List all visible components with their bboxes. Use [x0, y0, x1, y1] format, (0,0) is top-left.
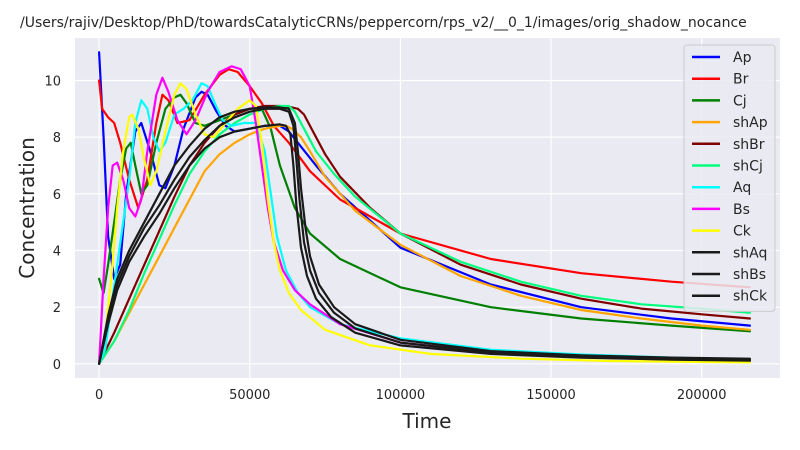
y-axis-label: Concentration	[15, 137, 39, 278]
legend-label-shAq: shAq	[733, 245, 767, 261]
y-tick-label: 0	[53, 358, 61, 373]
x-tick-label: 150000	[526, 388, 576, 403]
legend-label-shAp: shAp	[733, 115, 768, 131]
x-tick-labels: 0 50000 100000 150000 200000	[95, 388, 727, 403]
y-tick-label: 2	[53, 301, 61, 316]
y-tick-label: 4	[53, 245, 61, 260]
x-axis-label: Time	[402, 409, 452, 433]
legend-label-Bs: Bs	[733, 202, 750, 218]
y-tick-label: 10	[44, 75, 61, 90]
series-line-shAq	[98, 106, 751, 365]
series-layer	[98, 51, 751, 365]
series-line-Bs	[98, 65, 751, 365]
series-line-shCk	[98, 123, 751, 365]
legend-box	[683, 44, 776, 312]
legend-label-shCj: shCj	[733, 159, 763, 175]
legend-label-Ap: Ap	[733, 50, 752, 66]
y-tick-label: 8	[53, 131, 61, 146]
legend: Ap Br Cj shAp shBr shCj Aq Bs Ck shAq shBs shCk	[683, 44, 776, 312]
x-tick-label: 0	[95, 388, 103, 403]
x-tick-label: 50000	[229, 388, 270, 403]
x-tick-label: 200000	[677, 388, 727, 403]
legend-label-Br: Br	[733, 72, 749, 88]
series-line-Aq	[98, 82, 751, 365]
legend-label-shCk: shCk	[733, 289, 768, 305]
series-line-shCj	[98, 104, 751, 365]
legend-label-Cj: Cj	[733, 93, 747, 109]
legend-label-shBs: shBs	[733, 267, 766, 283]
legend-label-Aq: Aq	[733, 180, 751, 196]
y-tick-labels: 0 2 4 6 8 10	[44, 75, 61, 373]
y-tick-label: 6	[53, 188, 61, 203]
chart-title: /Users/rajiv/Desktop/PhD/towardsCatalyti…	[20, 15, 747, 31]
legend-label-shBr: shBr	[733, 137, 765, 153]
plot-area	[75, 38, 780, 378]
x-tick-label: 100000	[376, 388, 426, 403]
legend-label-Ck: Ck	[733, 224, 752, 240]
series-line-shBs	[98, 107, 751, 365]
series-line-Cj	[98, 93, 751, 333]
